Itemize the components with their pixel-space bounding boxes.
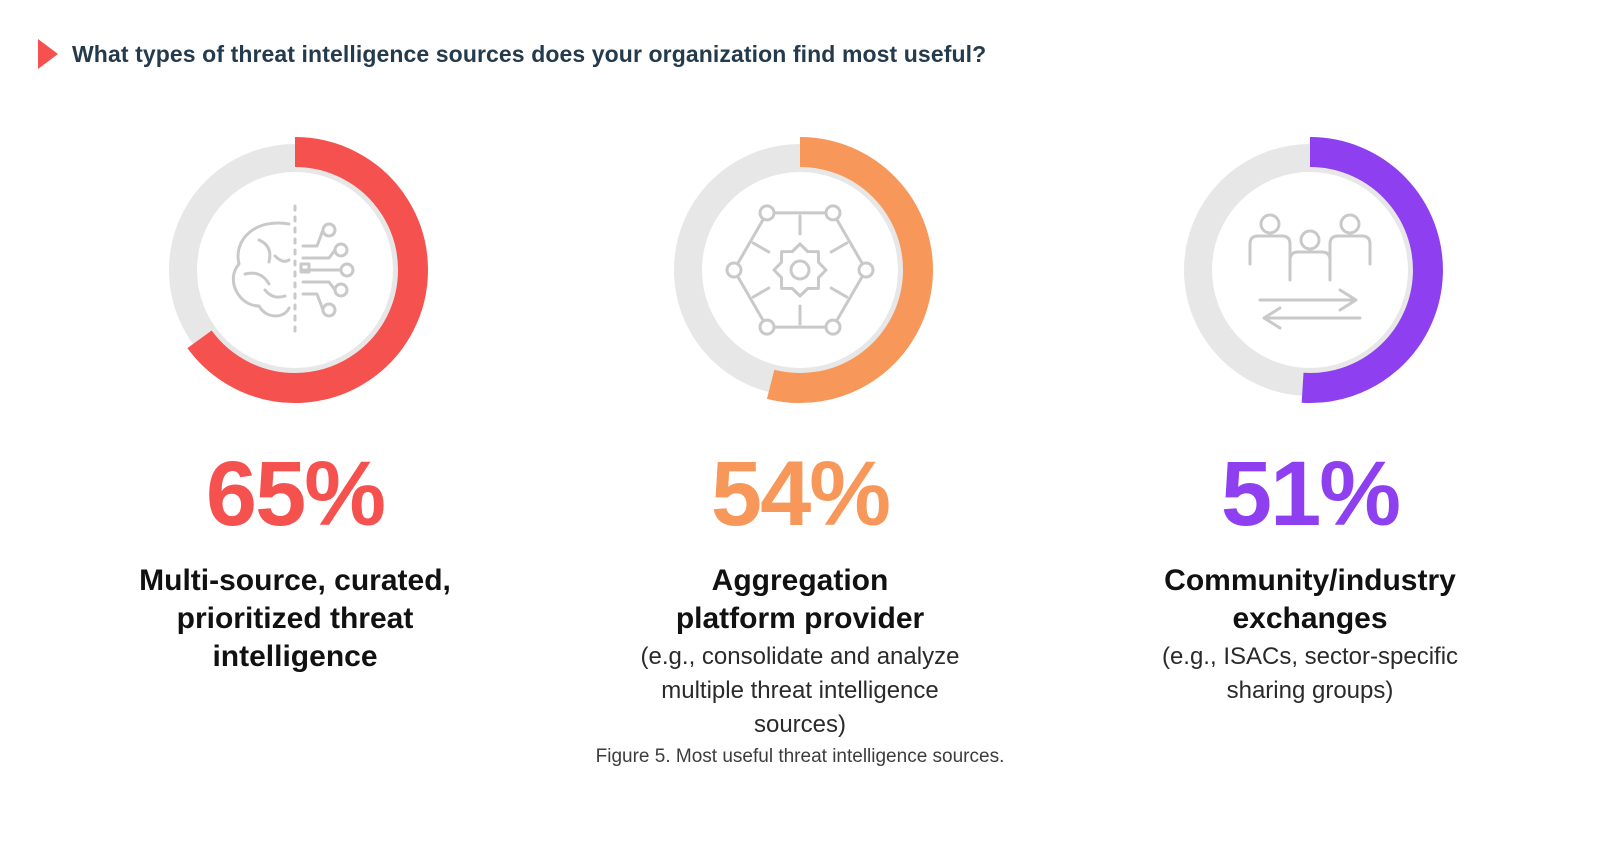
source-example-line: multiple threat intelligence — [661, 677, 939, 704]
donut-chart — [169, 137, 428, 403]
source-example: (e.g., ISACs, sector-specific sharing gro… — [1100, 640, 1520, 708]
source-label-line: Community/industry — [1164, 564, 1456, 597]
source-example-line: sharing groups) — [1226, 677, 1394, 704]
donut-value-arc — [1301, 137, 1443, 403]
source-label-line: Aggregation — [711, 564, 889, 597]
source-label-line: exchanges — [1232, 602, 1388, 635]
source-label: Multi-source, curated, prioritized threat… — [85, 562, 505, 676]
source-label-line: platform provider — [675, 602, 925, 635]
question-text: What types of threat intelligence source… — [72, 40, 987, 67]
chart-item: 54% Aggregation platform provider (e.g., co… — [590, 120, 1010, 742]
source-label: Aggregation platform provider — [590, 562, 1010, 638]
source-example-line: (e.g., ISACs, sector-specific — [1161, 643, 1459, 670]
source-label-line: intelligence — [212, 640, 378, 673]
percent-value: 51% — [1220, 443, 1401, 545]
triangle-marker-icon — [38, 39, 58, 69]
source-label: Community/industry exchanges — [1100, 562, 1520, 638]
donut-chart — [674, 137, 933, 403]
question-header: What types of threat intelligence source… — [38, 36, 986, 72]
percent-value: 54% — [710, 443, 891, 545]
donut-chart — [1184, 137, 1443, 403]
source-example-line: (e.g., consolidate and analyze — [640, 643, 960, 670]
gear-network-icon — [725, 204, 875, 336]
brain-circuit-icon — [232, 204, 355, 336]
donut-value-arc — [766, 137, 933, 403]
percent-value: 65% — [205, 443, 386, 545]
source-label-line: prioritized threat — [176, 602, 414, 635]
people-exchange-icon — [1248, 213, 1372, 330]
chart-item: 65% Multi-source, curated, prioritized thr… — [85, 120, 505, 676]
chart-item: 51% Community/industry exchanges (e.g., ISA… — [1100, 120, 1520, 708]
source-example: (e.g., consolidate and analyze multiple t… — [590, 640, 1010, 742]
source-label-line: Multi-source, curated, — [139, 564, 451, 597]
figure-caption: Figure 5. Most useful threat intelligenc… — [595, 746, 1005, 767]
donut-value-arc — [187, 137, 428, 403]
source-example-line: sources) — [753, 711, 847, 738]
